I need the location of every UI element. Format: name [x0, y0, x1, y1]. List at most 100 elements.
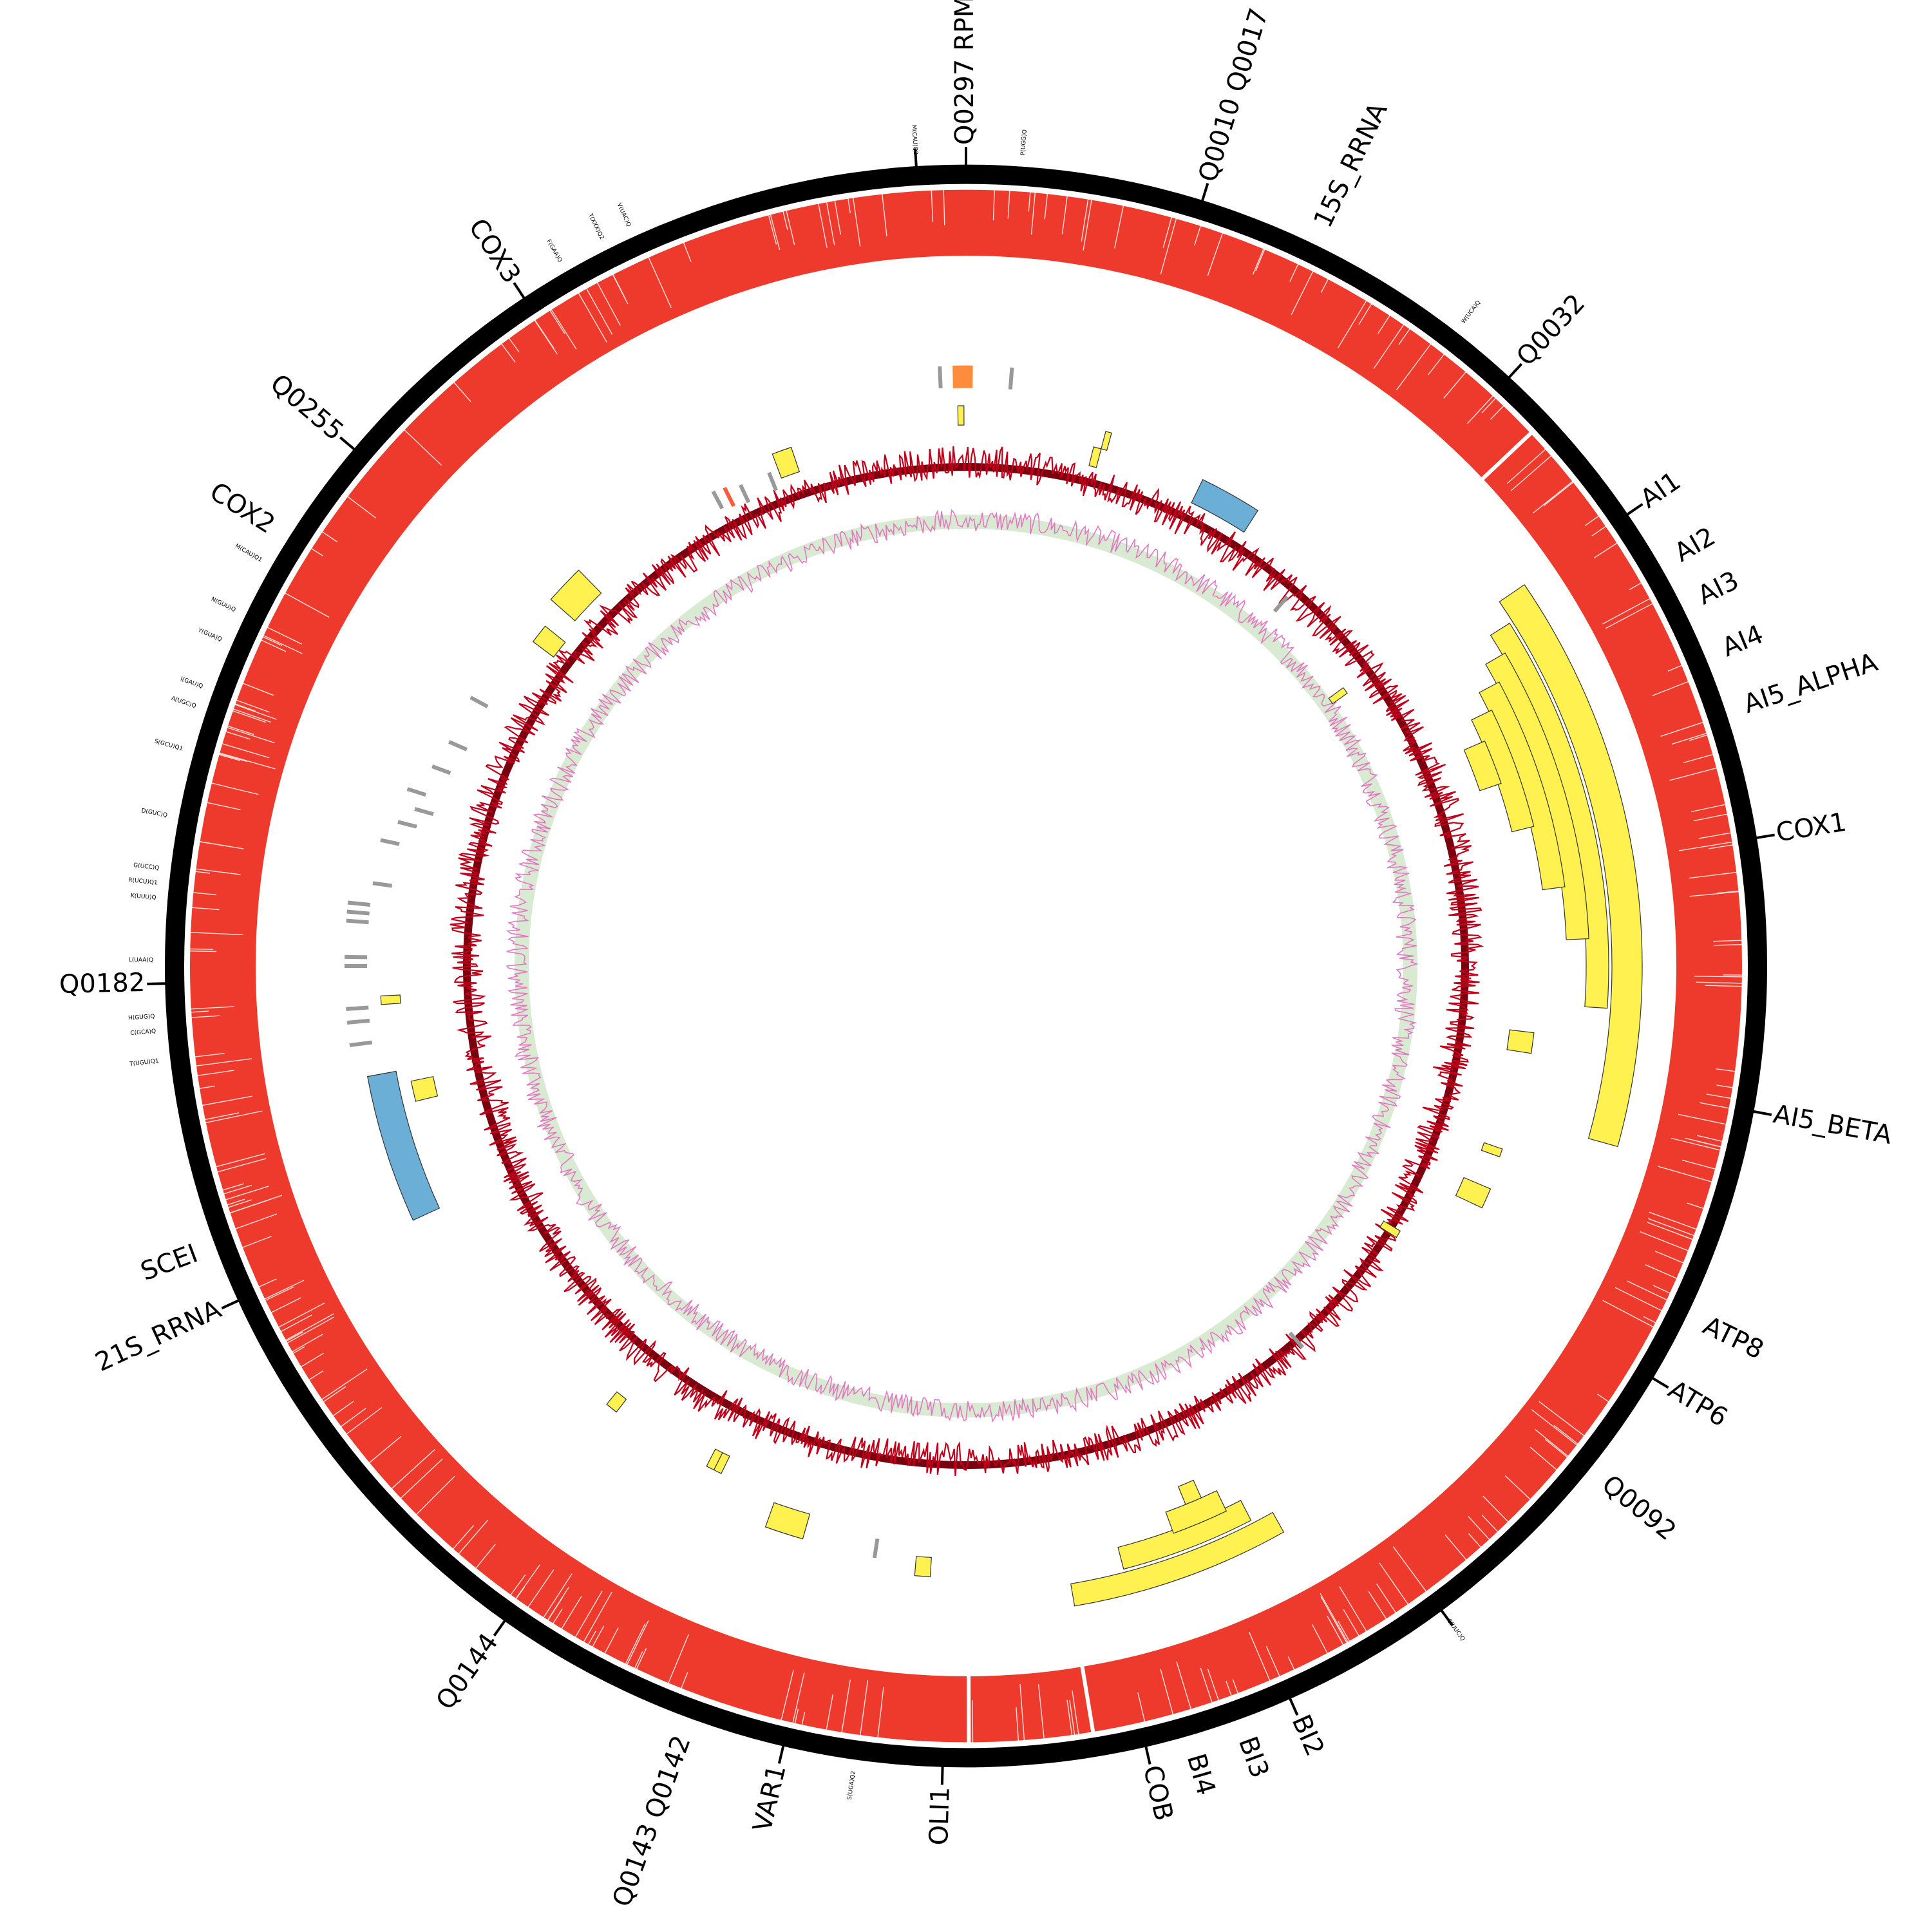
- trna-label: W(UCA)Q: [1461, 299, 1482, 325]
- gene-label: Q0010 Q0017: [1193, 5, 1274, 185]
- gc-content-baseline: [463, 463, 1469, 1469]
- cds-feature: [957, 405, 965, 426]
- backbone-tick: [1751, 1110, 1772, 1117]
- gene-label: AI5_ALPHA: [1740, 647, 1882, 719]
- trna-label: S(GCU)Q1: [154, 739, 184, 753]
- trna-tick: [346, 1005, 369, 1011]
- gene-label: Q0143 Q0142: [607, 1732, 697, 1911]
- cds-feature: [1088, 446, 1102, 468]
- cds-feature: [1165, 1490, 1227, 1534]
- trna-label: S(UGA)Q2: [847, 1770, 857, 1800]
- orange-feature: [952, 365, 973, 388]
- trna-tick: [1288, 1331, 1305, 1349]
- gene-label: BI2: [1286, 1710, 1330, 1761]
- backbone-ring: [147, 147, 1775, 1785]
- trna-tick: [1008, 367, 1014, 390]
- rrna-feature: [367, 1070, 440, 1221]
- backbone-tick: [1144, 1743, 1151, 1765]
- backbone-tick: [221, 1298, 242, 1310]
- backbone-tick: [914, 148, 918, 169]
- trna-label: P(UGG)Q: [1020, 129, 1028, 156]
- backbone-tick: [1754, 833, 1775, 840]
- gene-label: AI3: [1693, 565, 1743, 611]
- trna-tick: [406, 787, 427, 797]
- trna-label: T(UGU)Q1: [129, 1058, 159, 1068]
- cds-feature: [606, 1391, 627, 1413]
- backbone-tick: [1439, 1607, 1454, 1626]
- trna-tick: [346, 918, 369, 925]
- trna-tick: [739, 484, 751, 504]
- backbone-tick: [777, 1743, 786, 1764]
- cds-feature: [1177, 1479, 1202, 1505]
- gene-label: BI3: [1233, 1732, 1274, 1781]
- trna-tick: [345, 954, 368, 960]
- gene-label: ATP6: [1663, 1375, 1732, 1433]
- trna-tick: [872, 1538, 880, 1558]
- trna-tick: [397, 820, 417, 829]
- trna-label: D(GUC)Q: [141, 808, 168, 819]
- cds-feature: [1481, 1142, 1503, 1158]
- trna-tick: [469, 696, 489, 708]
- trna-label: I(GAU)Q: [180, 676, 204, 690]
- gc-content-line: [450, 446, 1484, 1476]
- gene-label: COX3: [462, 213, 526, 289]
- gene-label: Q0297 RPM1: [950, 0, 980, 145]
- trna-label: G(UCC)Q: [133, 862, 160, 872]
- gene-label: AI4: [1718, 620, 1767, 663]
- coverage-dips: [189, 189, 1743, 1743]
- backbone-tick: [1506, 363, 1523, 381]
- gene-label: BI4: [1181, 1750, 1221, 1799]
- backbone-tick: [513, 282, 527, 301]
- backbone-tick: [940, 1764, 944, 1785]
- backbone-ring-band: [164, 164, 1768, 1768]
- cds-feature: [706, 1448, 723, 1471]
- cds-feature: [1455, 1177, 1492, 1209]
- gene-label: COX2: [204, 477, 279, 539]
- cds-feature: [1499, 584, 1643, 1148]
- trna-label: M(CAU)Q2: [910, 125, 918, 155]
- cds-feature: [410, 1075, 439, 1102]
- cds-feature: [380, 994, 401, 1005]
- trna-tick: [431, 764, 451, 775]
- trna-label: M(CAU)Q1: [234, 543, 263, 564]
- gene-label: COX1: [1774, 808, 1849, 848]
- trna-tick: [346, 909, 370, 916]
- trna-tick: [448, 740, 468, 752]
- gene-label: Q0032: [1511, 289, 1591, 372]
- gene-label: Q0092: [1596, 1470, 1682, 1547]
- trna-tick: [414, 807, 434, 817]
- gc-skew-line: [506, 509, 1419, 1423]
- trna-label: C(GCA)Q: [130, 1028, 156, 1037]
- gc-skew-baseline: [515, 515, 1417, 1417]
- rrna-feature: [1191, 478, 1259, 533]
- gene-label: AI5_BETA: [1771, 1099, 1895, 1150]
- gene-label: Q0144: [431, 1628, 504, 1715]
- trna-label: R(UCU)Q1: [128, 877, 158, 887]
- gene-label: Q0255: [265, 368, 349, 446]
- gene-label: VAR1: [748, 1762, 792, 1835]
- trna-tick: [372, 881, 393, 888]
- backbone-tick: [1200, 183, 1209, 204]
- accent-tick: [723, 486, 736, 507]
- trna-label: H(GUG)Q: [128, 1014, 155, 1022]
- cds-feature: [772, 446, 800, 479]
- trna-label: K(UUU)Q: [130, 893, 156, 901]
- cds-feature: [1506, 1029, 1535, 1054]
- backbone-tick: [493, 1618, 507, 1637]
- gene-label: SCEI: [137, 1238, 202, 1287]
- trna-label: E(UUC)Q: [1446, 1618, 1466, 1643]
- cds-feature: [1101, 431, 1112, 451]
- gene-label: AI2: [1670, 522, 1721, 568]
- gc-content-track: [450, 446, 1484, 1476]
- trna-tick: [711, 490, 724, 509]
- cds-feature: [1463, 740, 1502, 791]
- trna-label: T(XXX)Q2: [586, 212, 605, 241]
- cds-feature: [550, 569, 602, 621]
- cds-feature: [1379, 1220, 1401, 1238]
- trna-label: L(UAA)Q: [129, 957, 153, 963]
- gene-label: 15S_RRNA: [1308, 98, 1394, 232]
- cds-feature: [532, 625, 566, 658]
- trna-label: V(UAC)Q: [616, 202, 632, 228]
- coverage-ring: [189, 189, 1743, 1743]
- gc-skew-track: [506, 509, 1419, 1423]
